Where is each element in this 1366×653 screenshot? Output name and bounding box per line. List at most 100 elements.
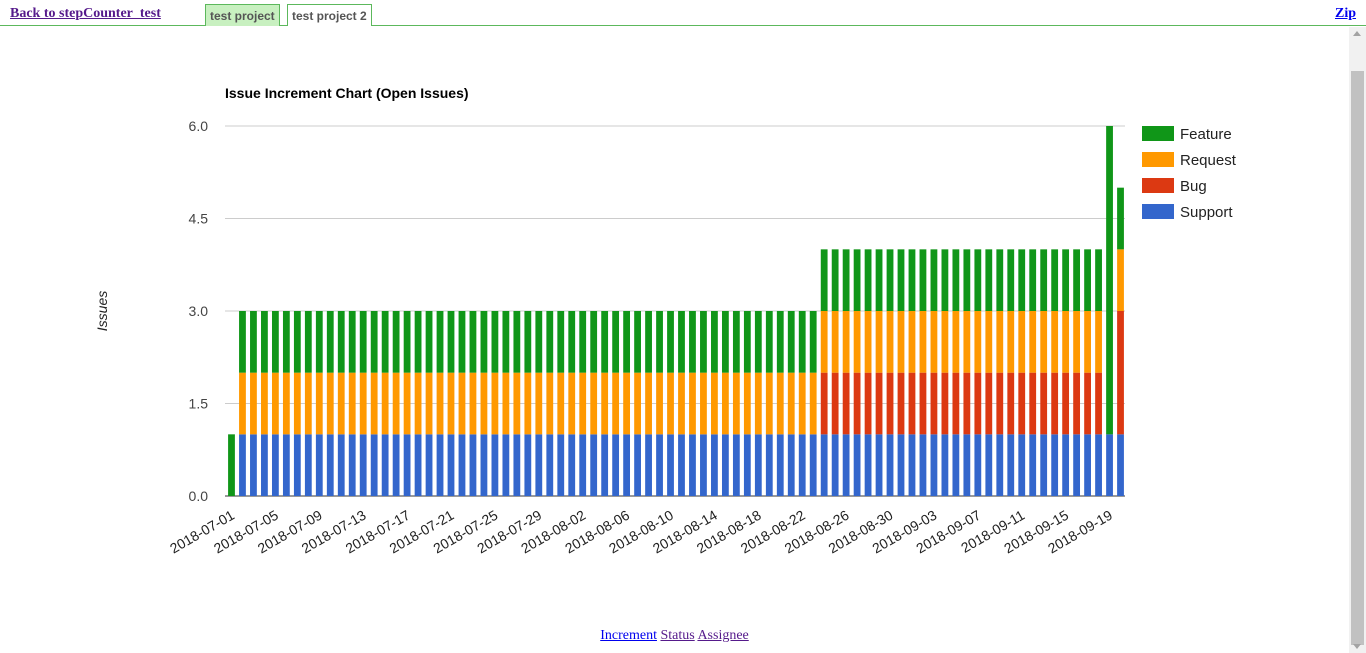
- vertical-scrollbar[interactable]: [1349, 27, 1366, 653]
- bar-segment-request: [776, 372, 784, 435]
- bar-segment-support: [458, 434, 466, 496]
- bar-segment-support: [348, 434, 356, 496]
- bar-segment-support: [721, 434, 729, 496]
- bar-segment-request: [711, 372, 718, 435]
- bar-segment-request: [919, 311, 927, 373]
- bar-segment-feature: [645, 311, 652, 373]
- bar-segment-request: [864, 311, 872, 373]
- bar-segment-request: [579, 372, 587, 435]
- bar-segment-feature: [513, 311, 521, 373]
- bar-segment-support: [656, 434, 663, 496]
- bar-segment-feature: [502, 311, 510, 373]
- bar-segment-feature: [612, 311, 620, 373]
- y-axis-label: Issues: [94, 291, 110, 331]
- bar-segment-feature: [568, 311, 576, 373]
- assignee-link[interactable]: Assignee: [697, 628, 749, 643]
- tab-test-project[interactable]: test project: [205, 4, 280, 26]
- increment-link[interactable]: Increment: [600, 628, 657, 643]
- bar-segment-request: [1051, 311, 1059, 373]
- bar-segment-bug: [842, 372, 850, 435]
- bar-segment-request: [886, 311, 894, 373]
- bar-segment-request: [568, 372, 576, 435]
- y-tick-label: 1.5: [189, 396, 209, 412]
- bar-segment-request: [1029, 311, 1037, 373]
- bar-segment-support: [809, 434, 817, 496]
- bar-segment-feature: [579, 311, 587, 373]
- bar-segment-support: [1084, 434, 1091, 496]
- bar-segment-feature: [765, 311, 773, 373]
- bar-segment-support: [1029, 434, 1037, 496]
- bar-segment-support: [634, 434, 641, 496]
- bar-segment-support: [1018, 434, 1026, 496]
- legend-swatch: [1142, 152, 1174, 167]
- bar-segment-feature: [239, 311, 246, 373]
- bar-segment-request: [282, 372, 290, 435]
- bar-segment-support: [282, 434, 290, 496]
- bar-segment-support: [425, 434, 433, 496]
- bar-segment-request: [809, 372, 817, 435]
- back-link[interactable]: Back to stepCounter_test: [10, 6, 161, 21]
- bar-segment-feature: [370, 311, 378, 373]
- bar-segment-request: [250, 372, 257, 435]
- y-tick-label: 3.0: [189, 303, 209, 319]
- bar-segment-request: [524, 372, 532, 435]
- legend-swatch: [1142, 204, 1174, 219]
- bar-segment-feature: [1084, 249, 1091, 311]
- y-tick-label: 4.5: [189, 211, 209, 227]
- bar-segment-request: [491, 372, 499, 435]
- bar-segment-support: [304, 434, 312, 496]
- bar-segment-support: [678, 434, 685, 496]
- bar-segment-support: [579, 434, 587, 496]
- bar-segment-support: [546, 434, 554, 496]
- bar-segment-support: [1073, 434, 1081, 496]
- status-link[interactable]: Status: [660, 628, 695, 643]
- bar-segment-request: [787, 372, 795, 435]
- bar-segment-request: [952, 311, 960, 373]
- bar-segment-feature: [524, 311, 532, 373]
- bar-segment-feature: [535, 311, 543, 373]
- zip-link[interactable]: Zip: [1334, 6, 1356, 21]
- tab-test-project-2[interactable]: test project 2: [287, 4, 372, 26]
- bar-segment-support: [513, 434, 521, 496]
- bar-segment-support: [1117, 434, 1124, 496]
- bar-segment-bug: [1007, 372, 1015, 435]
- scroll-up-arrow-icon[interactable]: [1353, 31, 1361, 36]
- scroll-down-arrow-icon[interactable]: [1353, 644, 1361, 649]
- bar-segment-support: [480, 434, 488, 496]
- bar-segment-feature: [469, 311, 477, 373]
- bar-segment-request: [941, 311, 949, 373]
- bar-segment-request: [239, 372, 246, 435]
- bar-segment-bug: [853, 372, 861, 435]
- bar-segment-request: [601, 372, 609, 435]
- bar-segment-support: [853, 434, 861, 496]
- bar-segment-bug: [1051, 372, 1059, 435]
- bar-segment-feature: [436, 311, 444, 373]
- bar-segment-request: [1018, 311, 1026, 373]
- y-tick-label: 0.0: [189, 488, 209, 504]
- bar-segment-bug: [930, 372, 938, 435]
- bar-segment-support: [293, 434, 301, 496]
- bar-segment-support: [436, 434, 444, 496]
- bar-segment-request: [765, 372, 773, 435]
- bar-segment-feature: [667, 311, 674, 373]
- bar-segment-feature: [590, 311, 598, 373]
- bar-segment-feature: [1040, 249, 1048, 311]
- bar-segment-bug: [941, 372, 949, 435]
- legend-label: Bug: [1180, 178, 1207, 195]
- bar-segment-support: [930, 434, 938, 496]
- top-nav-bar: Back to stepCounter_test test project te…: [0, 0, 1366, 26]
- bar-segment-feature: [864, 249, 872, 311]
- bar-segment-feature: [425, 311, 433, 373]
- bar-segment-request: [985, 311, 993, 373]
- bar-segment-bug: [820, 372, 828, 435]
- scroll-thumb[interactable]: [1351, 71, 1364, 645]
- bar-segment-support: [952, 434, 960, 496]
- bar-segment-support: [996, 434, 1004, 496]
- issue-increment-chart: Issue Increment Chart (Open Issues) 0.0 1.…: [94, 85, 1237, 556]
- bar-segment-feature: [250, 311, 257, 373]
- bar-segment-request: [502, 372, 510, 435]
- bar-segment-request: [656, 372, 663, 435]
- bar-segment-support: [601, 434, 609, 496]
- legend-swatch: [1142, 126, 1174, 141]
- bar-segment-feature: [831, 249, 839, 311]
